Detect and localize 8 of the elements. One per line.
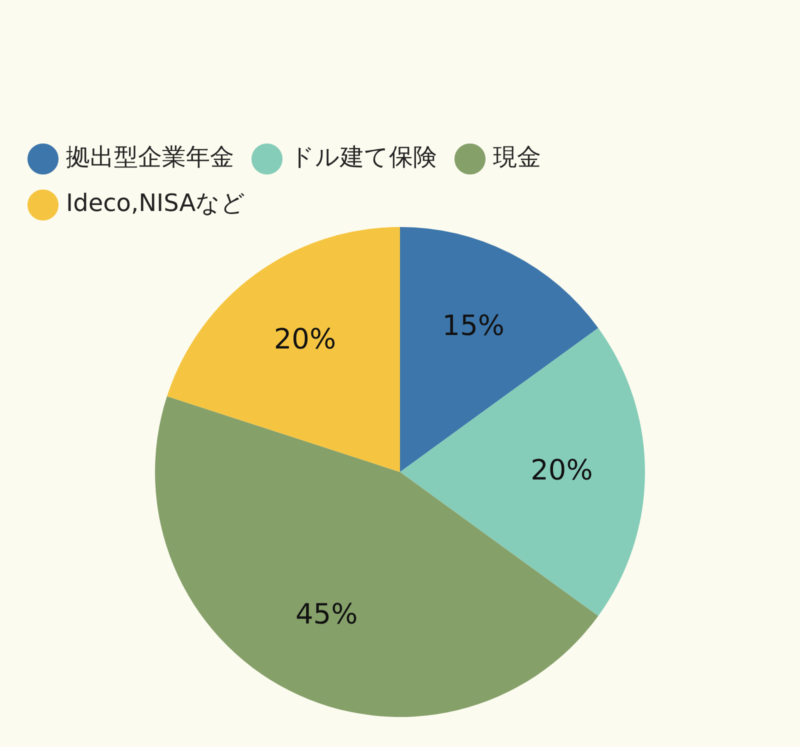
legend-label: ドル建て保険 [290,143,437,172]
data-label: 15% [442,309,505,342]
data-label: 20% [274,322,336,356]
data-label: 20% [530,453,593,486]
legend-label: 現金 [493,143,541,172]
data-label: 45% [295,597,358,630]
legend-label: 拠出型企業年金 [66,143,234,172]
legend-label: Ideco,NISAなど [66,189,246,218]
